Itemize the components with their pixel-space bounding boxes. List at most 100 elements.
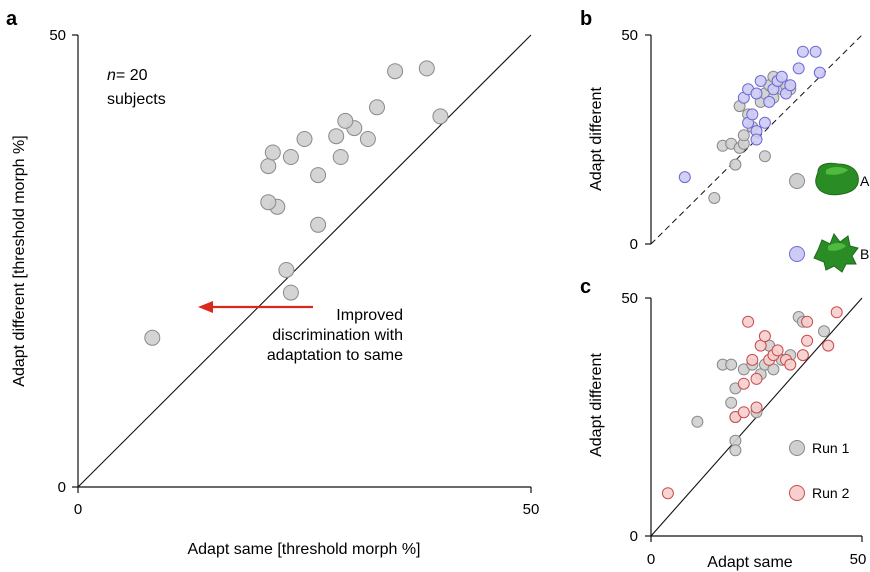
- panel-b-series-0-point-0: [708, 192, 721, 204]
- legend-run1-label: Run 1: [812, 440, 850, 456]
- panel-b-series-1-point-9: [763, 95, 776, 108]
- panel-a-point-12: [332, 149, 349, 165]
- panel-c-series-1-point-5: [746, 353, 759, 366]
- panel-c-series-1-point-14: [796, 349, 809, 362]
- legend-a-label: A: [860, 173, 870, 189]
- annotation-subjects: subjects: [107, 91, 166, 108]
- panel-b-series-1-point-8: [758, 116, 771, 129]
- panel-c-series-1-point-6: [750, 372, 763, 385]
- panel-b-series-1-point-14: [784, 79, 797, 92]
- annotation-n: n: [107, 67, 116, 84]
- panel-b-ytick-label-0: 0: [630, 236, 638, 253]
- panel-a-ytick-label-50: 50: [49, 27, 66, 44]
- panel-a-point-5: [310, 216, 327, 233]
- panel-c-ylabel: Adapt different: [588, 353, 605, 457]
- improvement-arrow-head: [198, 301, 213, 313]
- panel-a-point-8: [282, 149, 299, 165]
- panel-b-series-0-point-3: [729, 158, 742, 171]
- panel-b-ylabel: Adapt different: [588, 87, 605, 191]
- panel-a-point-4: [260, 194, 277, 211]
- panel-a-point-0: [144, 329, 161, 346]
- panel-a-point-17: [418, 60, 435, 77]
- panel-a-point-16: [387, 63, 404, 80]
- panel-a-point-19: [337, 112, 354, 129]
- shape-b-highlight: [828, 243, 846, 251]
- arrow-text-line-2: discrimination with: [272, 327, 403, 344]
- panel-b-points: [678, 45, 826, 204]
- panel-c-series-0-point-18: [818, 325, 830, 338]
- panel-c-ytick-label-50: 50: [621, 290, 638, 307]
- panel-c-series-1-point-13: [784, 358, 797, 371]
- shape-b-icon: [813, 232, 859, 273]
- panel-a-point-18: [432, 108, 449, 125]
- panel-c-series-1-point-17: [822, 339, 835, 352]
- panel-c-series-1-point-8: [758, 330, 771, 343]
- panel-c-series-0-point-2: [725, 358, 738, 371]
- panel-c-series-0-point-4: [725, 396, 738, 409]
- legend-a-marker: [789, 173, 805, 189]
- legend-run1-marker: [789, 440, 805, 456]
- panel-b-letter: b: [580, 8, 592, 30]
- panel-c-points: [661, 306, 843, 500]
- panel-b-series-0-point-6: [737, 129, 750, 142]
- panel-c-series-1-point-19: [750, 401, 763, 414]
- panel-c-ytick-label-0: 0: [630, 528, 638, 545]
- panel-a-xtick-label-50: 50: [523, 501, 540, 518]
- panel-c-xtick-label-50: 50: [850, 551, 867, 568]
- panel-c-series-0-point-7: [729, 444, 742, 457]
- panel-a-diagonal: [77, 34, 532, 488]
- panel-a-point-2: [278, 262, 295, 278]
- panel-a-letter: a: [6, 8, 18, 30]
- panel-a-xtick-label-0: 0: [74, 501, 82, 518]
- arrow-text-line-1: Improved: [336, 307, 403, 324]
- panel-c-series-1-point-4: [742, 315, 755, 328]
- panel-c-series-1-point-2: [737, 406, 750, 419]
- panel-b: b 50 0 Adapt different A B: [580, 8, 870, 273]
- panel-c-series-1-point-16: [801, 315, 814, 328]
- panel-a-ylabel: Adapt different [threshold morph %]: [11, 135, 28, 386]
- panel-a-point-7: [264, 144, 281, 161]
- shape-a-highlight: [826, 167, 848, 175]
- legend-b-marker: [789, 246, 805, 262]
- panel-c-series-1-point-3: [737, 377, 750, 390]
- panel-c-series-1-point-0: [661, 487, 674, 500]
- panel-c-letter: c: [580, 276, 591, 298]
- legend-run2-label: Run 2: [812, 485, 850, 501]
- panel-c-xtick-label-0: 0: [647, 551, 655, 568]
- panel-c: c 50 0 0 50 Adapt same Adapt different R…: [580, 276, 866, 571]
- panel-a-point-6: [260, 158, 277, 175]
- panel-b-series-0-point-18: [758, 150, 771, 163]
- panel-a-point-1: [282, 284, 299, 301]
- panel-b-series-1-point-18: [813, 66, 826, 79]
- panel-b-series-1-point-7: [750, 87, 763, 100]
- panel-b-series-1-point-4: [750, 133, 763, 146]
- arrow-text-line-3: adaptation to same: [267, 347, 403, 364]
- panel-a-xlabel: Adapt same [threshold morph %]: [187, 541, 420, 558]
- panel-c-series-1-point-15: [801, 334, 814, 347]
- annotation-n-subjects: n= 20: [107, 67, 148, 84]
- panel-a-point-15: [369, 99, 385, 116]
- panel-a-points: [144, 60, 449, 346]
- panel-b-series-1-point-15: [792, 62, 805, 75]
- panel-b-series-1-point-2: [746, 108, 759, 121]
- panel-a-point-10: [296, 131, 313, 147]
- panel-b-series-1-point-17: [809, 45, 822, 58]
- panel-b-series-1-point-0: [678, 171, 691, 184]
- panel-b-series-1-point-19: [754, 75, 767, 87]
- panel-a-point-11: [328, 128, 345, 145]
- panel-c-series-0-point-0: [691, 415, 704, 428]
- panel-c-series-1-point-11: [771, 344, 784, 357]
- panel-b-series-1-point-12: [775, 70, 788, 83]
- annotation-count: = 20: [116, 67, 148, 84]
- panel-b-ytick-label-50: 50: [621, 27, 638, 44]
- panel-b-series-1-point-16: [796, 45, 809, 58]
- legend-run2-marker: [789, 485, 805, 501]
- legend-b-label: B: [860, 246, 869, 262]
- panel-a: a 50 0 0 50 Adapt same [threshold morph …: [6, 8, 539, 558]
- panel-a-point-14: [359, 131, 376, 147]
- panel-c-series-1-point-18: [830, 306, 843, 319]
- panel-a-ytick-label-0: 0: [58, 479, 66, 496]
- panel-c-xlabel: Adapt same: [707, 554, 792, 571]
- panel-a-point-9: [310, 167, 327, 184]
